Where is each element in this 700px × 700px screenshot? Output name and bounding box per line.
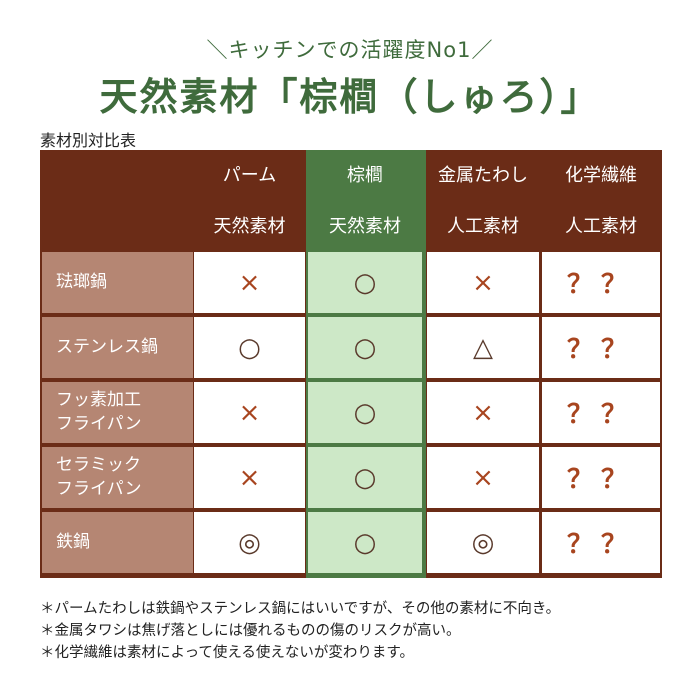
row-label: 鉄鍋	[56, 531, 90, 555]
column-header-name: パーム	[222, 165, 277, 186]
note-line: ＊パームたわしは鉄鍋やステンレス鍋にはいいですが、その他の素材に不向き。	[40, 601, 561, 617]
row-label: ステンレス鍋	[56, 336, 158, 360]
table-cell-mark: ×	[427, 447, 539, 508]
row-label-line: 琺瑯鍋	[56, 271, 107, 292]
page-title: 天然素材「棕櫚（しゅろ）」	[99, 74, 601, 119]
table-cell-mark: ○	[308, 512, 422, 573]
row-header: ステンレス鍋	[42, 317, 193, 378]
table-cell-mark: ○	[308, 447, 422, 508]
table-cell-mark: △	[427, 317, 539, 378]
row-label: 琺瑯鍋	[56, 271, 107, 295]
table-cell-mark: ○	[308, 252, 422, 313]
row-label-line: フライパン	[56, 413, 142, 434]
column-header-name: 棕櫚	[347, 165, 383, 186]
column-header-type: 人工素材	[447, 216, 519, 237]
comparison-table: パーム 天然素材 棕櫚 天然素材 金属たわし 人工素材 化学繊維 人工素材 琺瑯鍋 × ○ ×？？ ステ…	[40, 150, 662, 578]
row-label-line: フッ素加工	[56, 389, 141, 410]
note-line: ＊金属タワシは焦げ落としには優れるものの傷のリスクが高い。	[40, 623, 461, 639]
row-label-line: フライパン	[56, 478, 142, 499]
row-label-line: 鉄鍋	[56, 531, 90, 552]
table-cell-mark: ？？	[542, 252, 660, 313]
table-cell-mark: ×	[427, 252, 539, 313]
column-header-type: 人工素材	[565, 216, 637, 237]
table-caption: 素材別対比表	[40, 131, 137, 150]
row-label: フッ素加工フライパン	[56, 389, 142, 437]
table-cell-mark: ？？	[542, 317, 660, 378]
note-line: ＊化学繊維は素材によって使える使えないが変わります。	[40, 645, 414, 661]
row-label-line: ステンレス鍋	[56, 336, 158, 357]
table-cell-mark: ？？	[542, 447, 660, 508]
table-cell-mark: ×	[194, 382, 305, 443]
table-cell-mark: ×	[194, 252, 305, 313]
column-header-name: 金属たわし	[438, 165, 528, 186]
notes: ＊パームたわしは鉄鍋やステンレス鍋にはいいですが、その他の素材に不向き。 ＊金属…	[40, 598, 560, 664]
row-label: セラミックフライパン	[56, 454, 142, 502]
table-cell-mark: ○	[194, 317, 305, 378]
column-header-name: 化学繊維	[565, 165, 637, 186]
table-cell-mark: ○	[308, 382, 422, 443]
table-cell-mark: ×	[427, 382, 539, 443]
table-cell-mark: ？？	[542, 382, 660, 443]
table-cell-mark: ◎	[427, 512, 539, 573]
subtitle: ＼キッチンでの活躍度No1／	[206, 38, 494, 62]
column-header-type: 天然素材	[329, 216, 401, 237]
table-cell-mark: ○	[308, 317, 422, 378]
row-header: フッ素加工フライパン	[42, 382, 193, 443]
table-cell-mark: ◎	[194, 512, 305, 573]
row-header: 琺瑯鍋	[42, 252, 193, 313]
row-header: 鉄鍋	[42, 512, 193, 573]
row-label-line: セラミック	[56, 454, 141, 475]
table-cell-mark: ？？	[542, 512, 660, 573]
row-header: セラミックフライパン	[42, 447, 193, 508]
column-header-type: 天然素材	[213, 216, 286, 237]
table-cell-mark: ×	[194, 447, 305, 508]
